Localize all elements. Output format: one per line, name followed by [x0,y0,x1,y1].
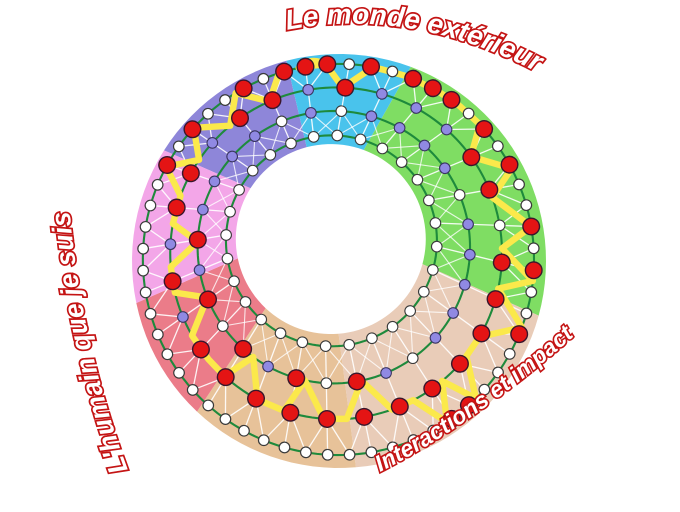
svg-text:L'humain que je suis: L'humain que je suis [46,210,134,478]
